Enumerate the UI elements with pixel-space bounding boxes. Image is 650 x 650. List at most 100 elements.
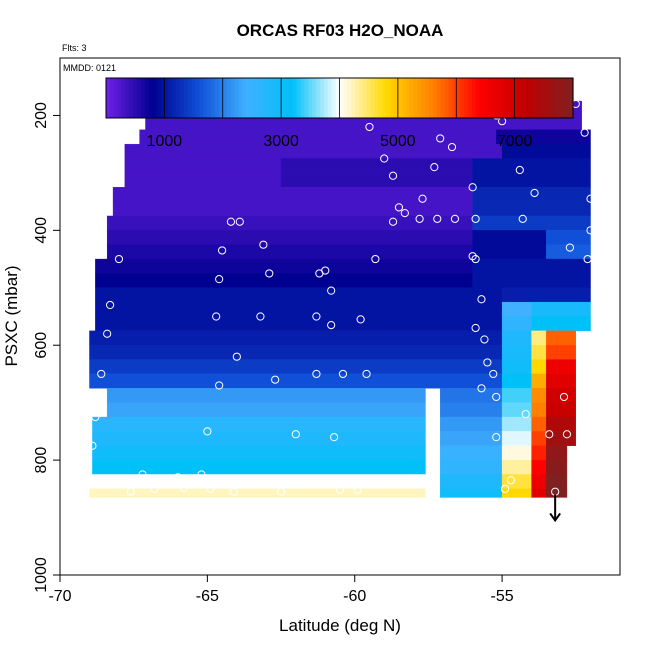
sample-point bbox=[436, 134, 445, 143]
colorbar-swatch bbox=[456, 78, 461, 118]
colorbar-swatch bbox=[172, 78, 177, 118]
sample-point bbox=[515, 165, 524, 175]
plot-frame bbox=[59, 57, 621, 576]
sample-point bbox=[492, 392, 501, 402]
colorbar-swatch bbox=[569, 78, 574, 118]
sample-point bbox=[103, 329, 112, 338]
colorbar-swatch bbox=[308, 78, 313, 118]
heatmap-cell bbox=[546, 431, 576, 446]
sample-point bbox=[226, 217, 236, 226]
colorbar-swatch bbox=[238, 78, 243, 118]
colorbar-swatch bbox=[526, 78, 531, 118]
colorbar-swatch bbox=[214, 78, 220, 118]
colorbar-tick-label: 7000 bbox=[497, 133, 533, 150]
sample-point bbox=[312, 369, 321, 379]
colorbar-swatch bbox=[265, 78, 271, 118]
heatmap-cell bbox=[440, 416, 503, 432]
heatmap-cell bbox=[501, 359, 532, 375]
colorbar-swatch bbox=[141, 78, 146, 118]
sample-point bbox=[468, 252, 477, 261]
colorbar-swatch bbox=[397, 78, 403, 118]
colorbar-swatch bbox=[460, 78, 465, 118]
sample-point bbox=[327, 286, 336, 295]
colorbar-swatch bbox=[249, 78, 255, 118]
heatmap-cell bbox=[501, 388, 532, 403]
colorbar-swatch bbox=[436, 78, 442, 118]
sample-point bbox=[179, 483, 188, 492]
colorbar-frame bbox=[105, 77, 574, 119]
colorbar-swatch bbox=[557, 78, 562, 118]
sample-point bbox=[492, 433, 501, 442]
heatmap-cell bbox=[106, 215, 473, 231]
sample-point bbox=[545, 430, 554, 439]
heatmap-cell bbox=[92, 416, 426, 432]
x-tick-label: -55 bbox=[491, 588, 514, 605]
colorbar-swatch bbox=[553, 78, 559, 118]
sample-point bbox=[327, 321, 336, 330]
colorbar-swatch bbox=[432, 78, 438, 118]
heatmap-cell bbox=[501, 345, 532, 360]
heatmap-cell bbox=[501, 316, 532, 332]
sample-point bbox=[259, 240, 268, 249]
colorbar-swatch bbox=[565, 78, 570, 118]
colorbar-swatch bbox=[292, 78, 298, 118]
colorbar-swatch bbox=[487, 78, 492, 118]
heatmap-cell bbox=[501, 445, 532, 461]
heatmap-cell bbox=[501, 416, 532, 432]
colorbar-swatch bbox=[199, 78, 204, 118]
heatmap-cell bbox=[440, 488, 503, 498]
colorbar-swatch bbox=[545, 78, 551, 118]
sample-point bbox=[388, 171, 398, 180]
colorbar-swatch bbox=[179, 78, 185, 118]
colorbar-swatch bbox=[106, 78, 111, 118]
colorbar-swatch bbox=[506, 78, 512, 118]
colorbar-swatch bbox=[316, 78, 321, 118]
colorbar-swatch bbox=[191, 78, 197, 118]
sample-point bbox=[518, 214, 527, 223]
sample-point bbox=[483, 358, 492, 367]
colorbar-swatch bbox=[246, 78, 251, 118]
sample-point bbox=[583, 254, 592, 264]
heatmap-cell bbox=[95, 301, 503, 317]
colorbar-swatch bbox=[285, 78, 290, 118]
sample-point bbox=[565, 243, 574, 252]
heatmap-cell bbox=[106, 402, 426, 418]
heatmap-cell bbox=[95, 316, 503, 332]
heatmap-cell bbox=[531, 459, 547, 475]
sample-point bbox=[477, 295, 486, 304]
colorbar-swatch bbox=[144, 78, 150, 118]
sample-point bbox=[580, 128, 589, 137]
sample-point bbox=[91, 412, 100, 422]
colorbar-swatch bbox=[549, 78, 555, 118]
heatmap-cell bbox=[501, 330, 532, 346]
colorbar-swatch bbox=[203, 78, 208, 118]
colorbar-swatch bbox=[510, 78, 516, 118]
arrow-head bbox=[549, 512, 561, 523]
colorbar-swatch bbox=[331, 78, 337, 118]
sample-point bbox=[388, 217, 398, 226]
colorbar-swatch bbox=[234, 78, 239, 118]
heatmap-cell bbox=[501, 373, 532, 389]
heatmap-cell bbox=[501, 402, 532, 418]
colorbar-swatch bbox=[125, 78, 130, 118]
sample-point bbox=[356, 315, 365, 324]
sample-point bbox=[88, 441, 97, 450]
y-axis: 200 400 600 800 1000 bbox=[33, 102, 60, 593]
sample-point bbox=[338, 369, 348, 379]
colorbar-swatch bbox=[429, 78, 434, 118]
heatmap-cell bbox=[89, 373, 503, 389]
colorbar-swatch bbox=[386, 78, 391, 118]
flights-annotation: Flts: 3 bbox=[62, 43, 87, 53]
sample-point bbox=[321, 266, 330, 275]
sample-point bbox=[203, 427, 212, 436]
sample-point bbox=[471, 254, 480, 264]
colorbar-swatch bbox=[218, 78, 224, 118]
colorbar-swatch bbox=[374, 78, 380, 118]
colorbar-swatch bbox=[541, 78, 547, 118]
heatmap-cell bbox=[139, 129, 497, 145]
sample-point bbox=[471, 323, 480, 333]
colorbar-swatch bbox=[444, 78, 450, 118]
colorbar-swatch bbox=[152, 78, 158, 118]
sample-point bbox=[489, 369, 498, 379]
